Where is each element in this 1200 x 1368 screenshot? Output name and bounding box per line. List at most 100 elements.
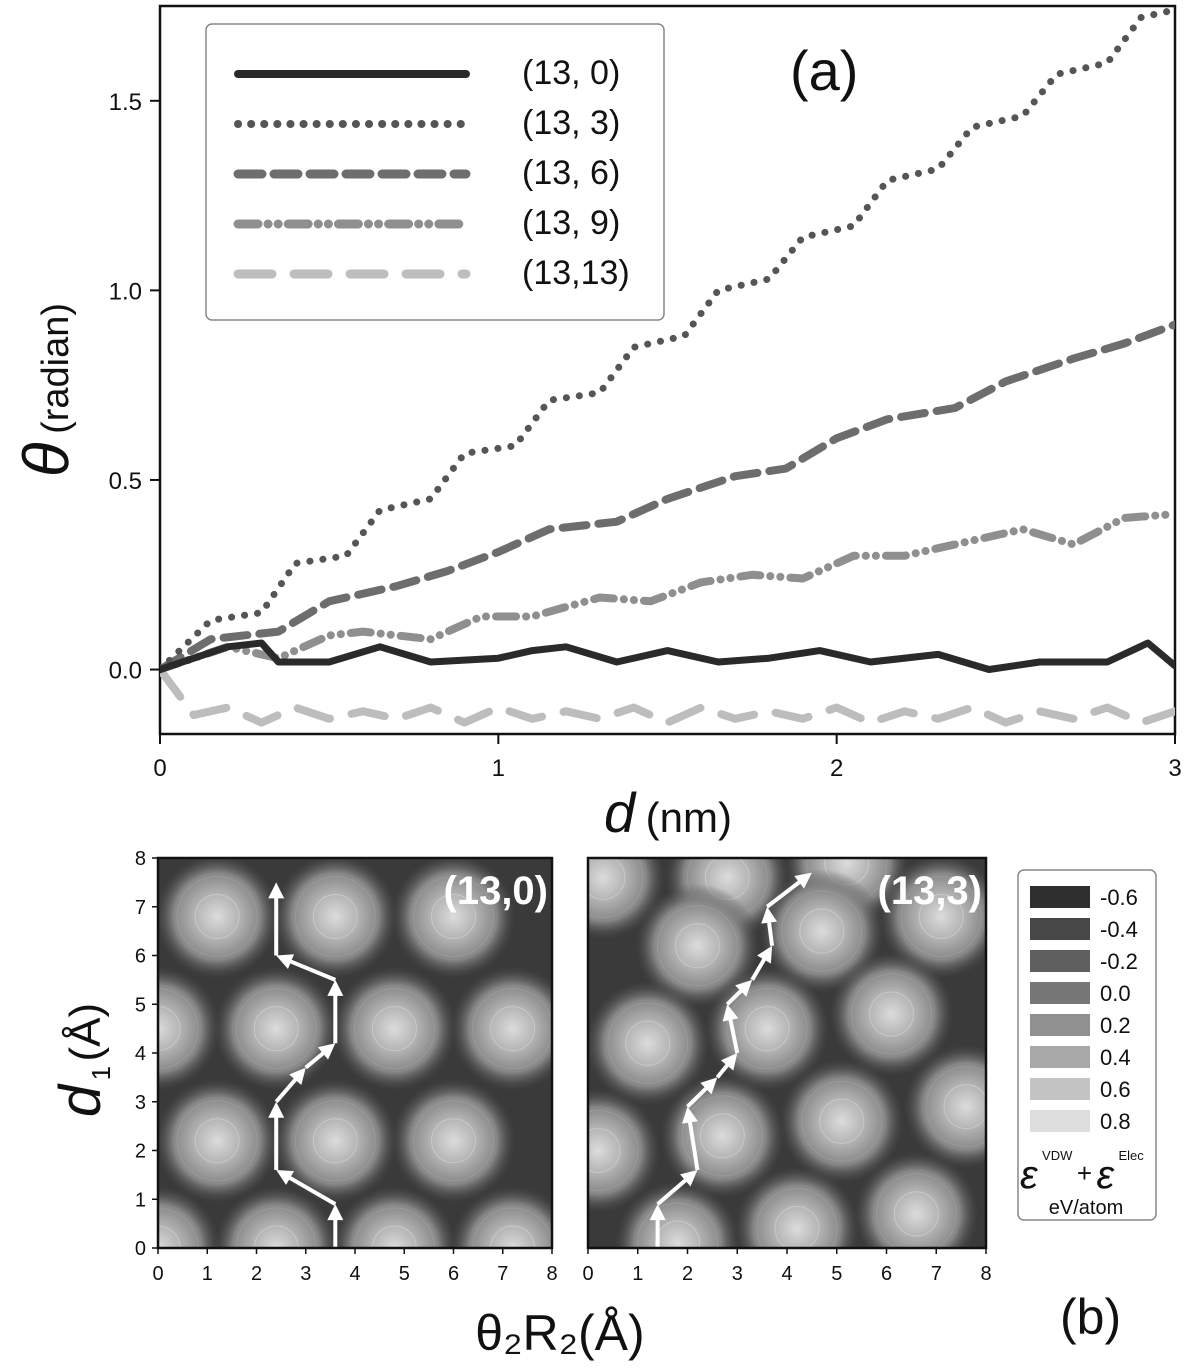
contour-line (588, 1110, 639, 1191)
contour-line (656, 905, 738, 987)
y-tick-label-a: 1.0 (109, 278, 142, 305)
y-axis-unit-angstrom: (Å) (61, 1003, 110, 1062)
series-line-13-6 (160, 320, 1175, 674)
energy-maximum (214, 1186, 339, 1248)
contour-line (875, 1173, 957, 1248)
energy-maximum (332, 1186, 457, 1248)
map-ticks: 0 1 2 3 4 5 6 7 8 0 1 2 3 4 5 6 7 8 0 1 2 3 4 5 6 7 8 (135, 848, 992, 1285)
contour-line (235, 1207, 317, 1248)
path-arrow-head (720, 1053, 738, 1071)
path-arrow-head (268, 882, 285, 899)
legend-label-13-13: (13,13) (522, 254, 630, 292)
energy-maximum (879, 858, 986, 979)
x-tick-label-b: 5 (399, 1263, 410, 1285)
x-tick-label-b: 1 (202, 1263, 213, 1285)
x-tick-label-a: 1 (492, 755, 505, 782)
x-axis-label-b: θ₂R₂(Å) (475, 1305, 644, 1361)
contour-line (918, 894, 964, 939)
path-arrow-shaft (285, 1174, 337, 1206)
y-tick-label-b: 8 (135, 848, 146, 870)
x-tick-label-b: 0 (152, 1263, 163, 1285)
legend-label-13-9: (13, 9) (522, 204, 620, 242)
x-tick-label-b: 2 (682, 1263, 693, 1285)
colorbar-units: eV/atom (1049, 1197, 1123, 1219)
x-tick-label-b: 0 (582, 1263, 593, 1285)
contour-line (925, 1066, 986, 1148)
contour-line (943, 1084, 986, 1130)
colorbar-swatch (1030, 1078, 1090, 1100)
contour-line (472, 988, 552, 1070)
contour-line (312, 1118, 358, 1164)
contour-line (726, 988, 808, 1070)
panel-a: 0 1 2 3 0.0 0.5 1.0 1.5 (a) (13, 0) (13, 3) (13… (10, 4, 1182, 844)
colorbar-value: 0.6 (1100, 1077, 1131, 1102)
path-arrow-shaft (750, 955, 768, 981)
contour-line (900, 876, 982, 957)
x-tick-label-a: 0 (153, 755, 166, 782)
x-tick-label-b: 3 (300, 1263, 311, 1285)
x-axis-var-d: d (604, 781, 637, 844)
contour-line (413, 876, 494, 957)
path-arrow-head (761, 906, 778, 924)
colorbar-value: 0.2 (1100, 1013, 1131, 1038)
colorbar-swatch (1030, 982, 1090, 1004)
plot-a-frame (158, 4, 1177, 736)
path-arrow-shaft (686, 1084, 711, 1109)
contour-line (655, 1220, 701, 1248)
contour-line (294, 1100, 376, 1182)
y-tick-label-b: 4 (135, 1043, 146, 1065)
svg-text:d 1 (Å): d 1 (Å) (48, 1003, 116, 1117)
colorbar-swatch (1030, 918, 1090, 940)
colorbar-swatch (1030, 1046, 1090, 1068)
colorbar-value: 0.0 (1100, 981, 1131, 1006)
x-axis-label-a: d (nm) (604, 781, 732, 844)
contour-line (625, 1020, 671, 1066)
path-arrow-shaft (765, 878, 804, 909)
contour-line (353, 1207, 435, 1248)
panel-b: (13,0) (13,3) 0 1 2 3 4 5 6 7 8 0 1 2 3 4 5 6 7 8 0 1 2 3 4 5 6 7… (48, 848, 1157, 1361)
path-arrow-head (794, 872, 812, 889)
svg-text:θ (radian): θ (radian) (10, 303, 82, 477)
legend-label-13-6: (13, 6) (522, 154, 620, 192)
legend: (13, 0) (13, 3) (13, 6) (13, 9) (13,13) (205, 23, 665, 321)
energy-maximum (904, 1044, 986, 1169)
epsilon-vdw-sup: VDW (1042, 1148, 1073, 1163)
series-line-13-9 (160, 510, 1175, 674)
contour-line (781, 890, 863, 972)
energy-maximum (332, 966, 457, 1091)
contour-line (774, 1206, 820, 1248)
colorbar: -0.6 -0.4 -0.2 0.0 0.2 0.4 0.6 0.8 ε VDW + ε El… (1017, 869, 1157, 1221)
colorbar-value: 0.4 (1100, 1045, 1131, 1070)
x-tick-label-b: 5 (831, 1263, 842, 1285)
contour-line (801, 1080, 883, 1162)
y-tick-label-a: 0.5 (109, 468, 142, 495)
y-tick-label-a: 0.0 (109, 658, 142, 685)
energy-maximum (158, 966, 220, 1091)
path-arrow-head (268, 1101, 285, 1118)
plot-a-ticks: 0 1 2 3 0.0 0.5 1.0 1.5 (109, 89, 1182, 782)
energy-maximum (615, 1181, 740, 1248)
path-arrow-shaft (656, 1176, 690, 1206)
contour-line (588, 858, 644, 918)
contour-line (699, 1113, 745, 1159)
x-tick-label-b: 4 (349, 1263, 360, 1285)
contour-line (371, 1225, 417, 1248)
y-axis-label-a: θ (radian) (10, 303, 82, 477)
contour-line (312, 894, 358, 939)
panel-b-label: (b) (1060, 1289, 1121, 1345)
map-title-13-0: (13,0) (444, 869, 549, 913)
x-tick-label-b: 7 (931, 1263, 942, 1285)
path-arrow-head (682, 1106, 698, 1124)
contour-map-13-0: (13,0) (156, 856, 554, 1250)
path-arrow-shaft (727, 1015, 740, 1054)
contour-line (176, 1100, 258, 1182)
contour-line (194, 894, 240, 939)
path-arrow-head (700, 1077, 718, 1095)
series-line-13-3 (160, 6, 1175, 673)
path-arrow-head (289, 1067, 306, 1085)
energy-maximum (779, 1059, 904, 1184)
colorbar-value: -0.4 (1100, 917, 1138, 942)
series-line-13-0 (160, 639, 1175, 673)
path-arrow-head (649, 1204, 666, 1221)
colorbar-value: -0.6 (1100, 885, 1138, 910)
